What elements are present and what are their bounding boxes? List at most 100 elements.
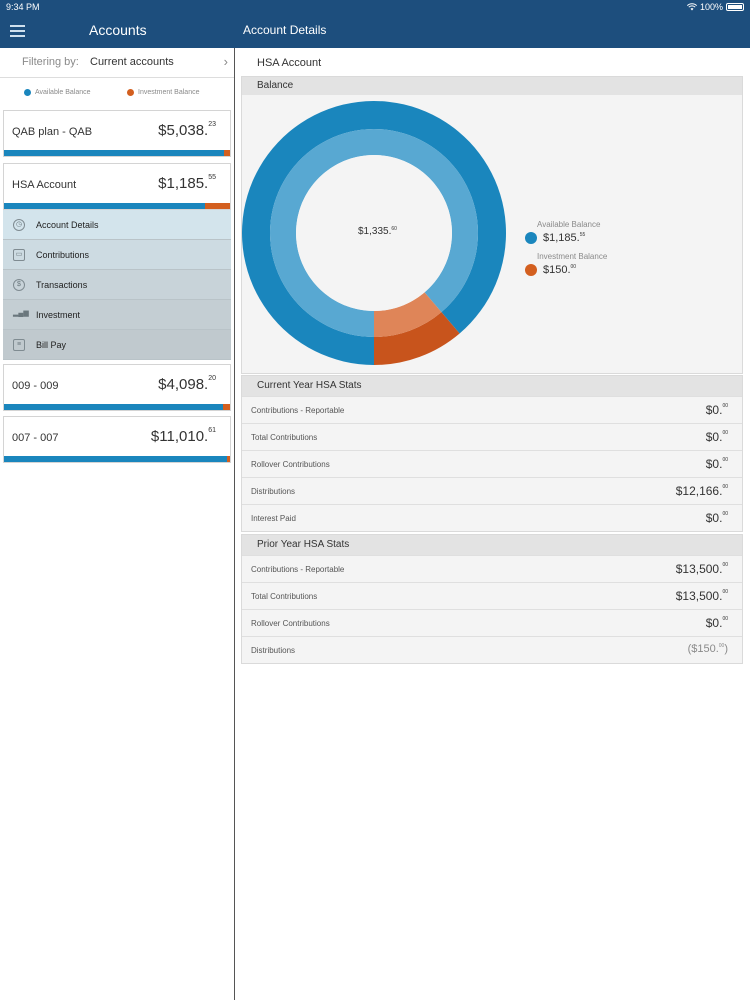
account-balance: $5,038.23 — [158, 121, 216, 139]
legend-investment-label: Investment Balance — [138, 89, 200, 96]
balance-bar — [4, 456, 230, 462]
account-card-009[interactable]: 009 - 009 $4,098.20 — [3, 364, 231, 411]
balance-body: $1,335.60 Available Balance $1,185.55 In… — [242, 95, 742, 373]
chart-legend: Available Balance $1,185.55 Investment B… — [525, 220, 607, 284]
stat-amount: $0.00 — [705, 403, 728, 417]
stat-label: Rollover Contributions — [251, 460, 330, 469]
account-card-qab[interactable]: QAB plan - QAB $5,038.23 — [3, 110, 231, 157]
account-card-hsa[interactable]: HSA Account $1,185.55 — [3, 163, 231, 210]
available-amount: $1,185.55 — [543, 232, 586, 244]
orange-dot-icon — [525, 264, 537, 276]
investment-bar — [223, 404, 230, 410]
stat-row: Rollover Contributions $0.00 — [242, 450, 742, 477]
submenu-investment[interactable]: ▂▄▆ Investment — [3, 300, 231, 330]
legend-investment-row: $150.00 — [525, 264, 607, 276]
stat-label: Contributions - Reportable — [251, 565, 345, 574]
accounts-title: Accounts — [89, 22, 147, 38]
stat-label: Distributions — [251, 487, 296, 496]
filter-row[interactable]: Filtering by: Current accounts › — [0, 48, 234, 78]
wifi-icon — [686, 3, 697, 11]
bill-icon: ≡ — [13, 338, 25, 351]
current-year-stats: Current Year HSA Stats Contributions - R… — [241, 375, 743, 532]
submenu-label: Account Details — [36, 219, 99, 230]
hsa-submenu: ◷ Account Details ▭ Contributions $ Tran… — [3, 210, 231, 360]
status-bar: 9:34 PM 100% — [0, 0, 750, 14]
stat-row: Contributions - Reportable $0.00 — [242, 396, 742, 423]
stat-row: Total Contributions $0.00 — [242, 423, 742, 450]
hamburger-menu-icon[interactable] — [10, 25, 25, 37]
prior-year-header: Prior Year HSA Stats — [242, 535, 742, 555]
nav-bar: Accounts Account Details — [0, 14, 750, 48]
blue-dot-icon — [24, 89, 31, 96]
legend-investment: Investment Balance — [127, 89, 199, 96]
stat-amount: $0.00 — [705, 616, 728, 630]
money-icon: ▭ — [13, 248, 25, 261]
filter-label: Filtering by: — [22, 56, 79, 68]
current-year-header: Current Year HSA Stats — [242, 376, 742, 396]
status-right: 100% — [686, 2, 744, 12]
donut-hole — [296, 155, 452, 311]
pane-divider — [234, 48, 235, 1000]
donut-center-total: $1,335.60 — [358, 226, 397, 237]
stat-row: Distributions ($150.00) — [242, 636, 742, 663]
balance-bar — [4, 404, 230, 410]
balance-donut-chart — [242, 101, 507, 365]
submenu-transactions[interactable]: $ Transactions — [3, 270, 231, 300]
submenu-label: Contributions — [36, 249, 90, 260]
stat-amount: $13,500.00 — [675, 562, 728, 576]
clock-icon: ◷ — [13, 218, 25, 231]
stat-row: Rollover Contributions $0.00 — [242, 609, 742, 636]
stat-amount: $13,500.00 — [675, 589, 728, 603]
donut-inner-investment — [374, 292, 442, 337]
stat-amount: $12,166.00 — [675, 484, 728, 498]
status-time: 9:34 PM — [6, 2, 40, 12]
stat-label: Rollover Contributions — [251, 619, 330, 628]
balance-bar — [4, 203, 230, 209]
investment-bar — [227, 456, 230, 462]
donut-outer-investment — [374, 312, 460, 365]
legend-available-label: Available Balance — [35, 89, 91, 96]
account-balance: $4,098.20 — [158, 375, 216, 393]
stat-amount: $0.00 — [705, 511, 728, 525]
battery-percent: 100% — [699, 2, 723, 12]
legend-available-row: $1,185.55 — [525, 232, 607, 244]
balance-bar — [4, 150, 230, 156]
stat-row: Interest Paid $0.00 — [242, 504, 742, 531]
balance-panel: Balance $1,335.60 Available Balance $1,1… — [241, 76, 743, 374]
bar-chart-icon: ▂▄▆ — [13, 309, 29, 317]
stat-label: Distributions — [251, 646, 296, 655]
prior-year-stats: Prior Year HSA Stats Contributions - Rep… — [241, 534, 743, 664]
submenu-contributions[interactable]: ▭ Contributions — [3, 240, 231, 270]
orange-dot-icon — [127, 89, 134, 96]
submenu-label: Transactions — [36, 279, 88, 290]
stat-amount: $0.00 — [705, 430, 728, 444]
account-card-007[interactable]: 007 - 007 $11,010.61 — [3, 416, 231, 463]
account-name: HSA Account — [12, 179, 77, 191]
account-name: QAB plan - QAB — [12, 126, 93, 138]
balance-legend: Available Balance Investment Balance — [0, 80, 234, 106]
dollar-icon: $ — [13, 278, 25, 291]
accounts-pane: Filtering by: Current accounts › Availab… — [0, 48, 234, 1000]
submenu-label: Investment — [36, 309, 81, 320]
submenu-label: Bill Pay — [36, 339, 67, 350]
battery-icon — [726, 3, 744, 11]
stat-row: Total Contributions $13,500.00 — [242, 582, 742, 609]
legend-available: Available Balance — [24, 89, 91, 96]
stat-row: Contributions - Reportable $13,500.00 — [242, 555, 742, 582]
stat-amount: $0.00 — [705, 457, 728, 471]
blue-dot-icon — [525, 232, 537, 244]
stat-label: Contributions - Reportable — [251, 406, 345, 415]
legend-available-title: Available Balance — [537, 220, 601, 229]
account-balance: $11,010.61 — [150, 427, 216, 445]
account-details-title: Account Details — [243, 23, 327, 37]
submenu-bill-pay[interactable]: ≡ Bill Pay — [3, 330, 231, 360]
filter-value: Current accounts — [90, 56, 174, 68]
account-name: 009 - 009 — [12, 380, 59, 392]
chevron-right-icon: › — [223, 54, 228, 69]
submenu-account-details[interactable]: ◷ Account Details — [3, 210, 231, 240]
legend-investment-title: Investment Balance — [537, 252, 608, 261]
investment-amount: $150.00 — [543, 264, 577, 276]
account-balance: $1,185.55 — [158, 174, 216, 192]
stat-label: Interest Paid — [251, 514, 296, 523]
stat-amount: ($150.00) — [687, 643, 728, 655]
